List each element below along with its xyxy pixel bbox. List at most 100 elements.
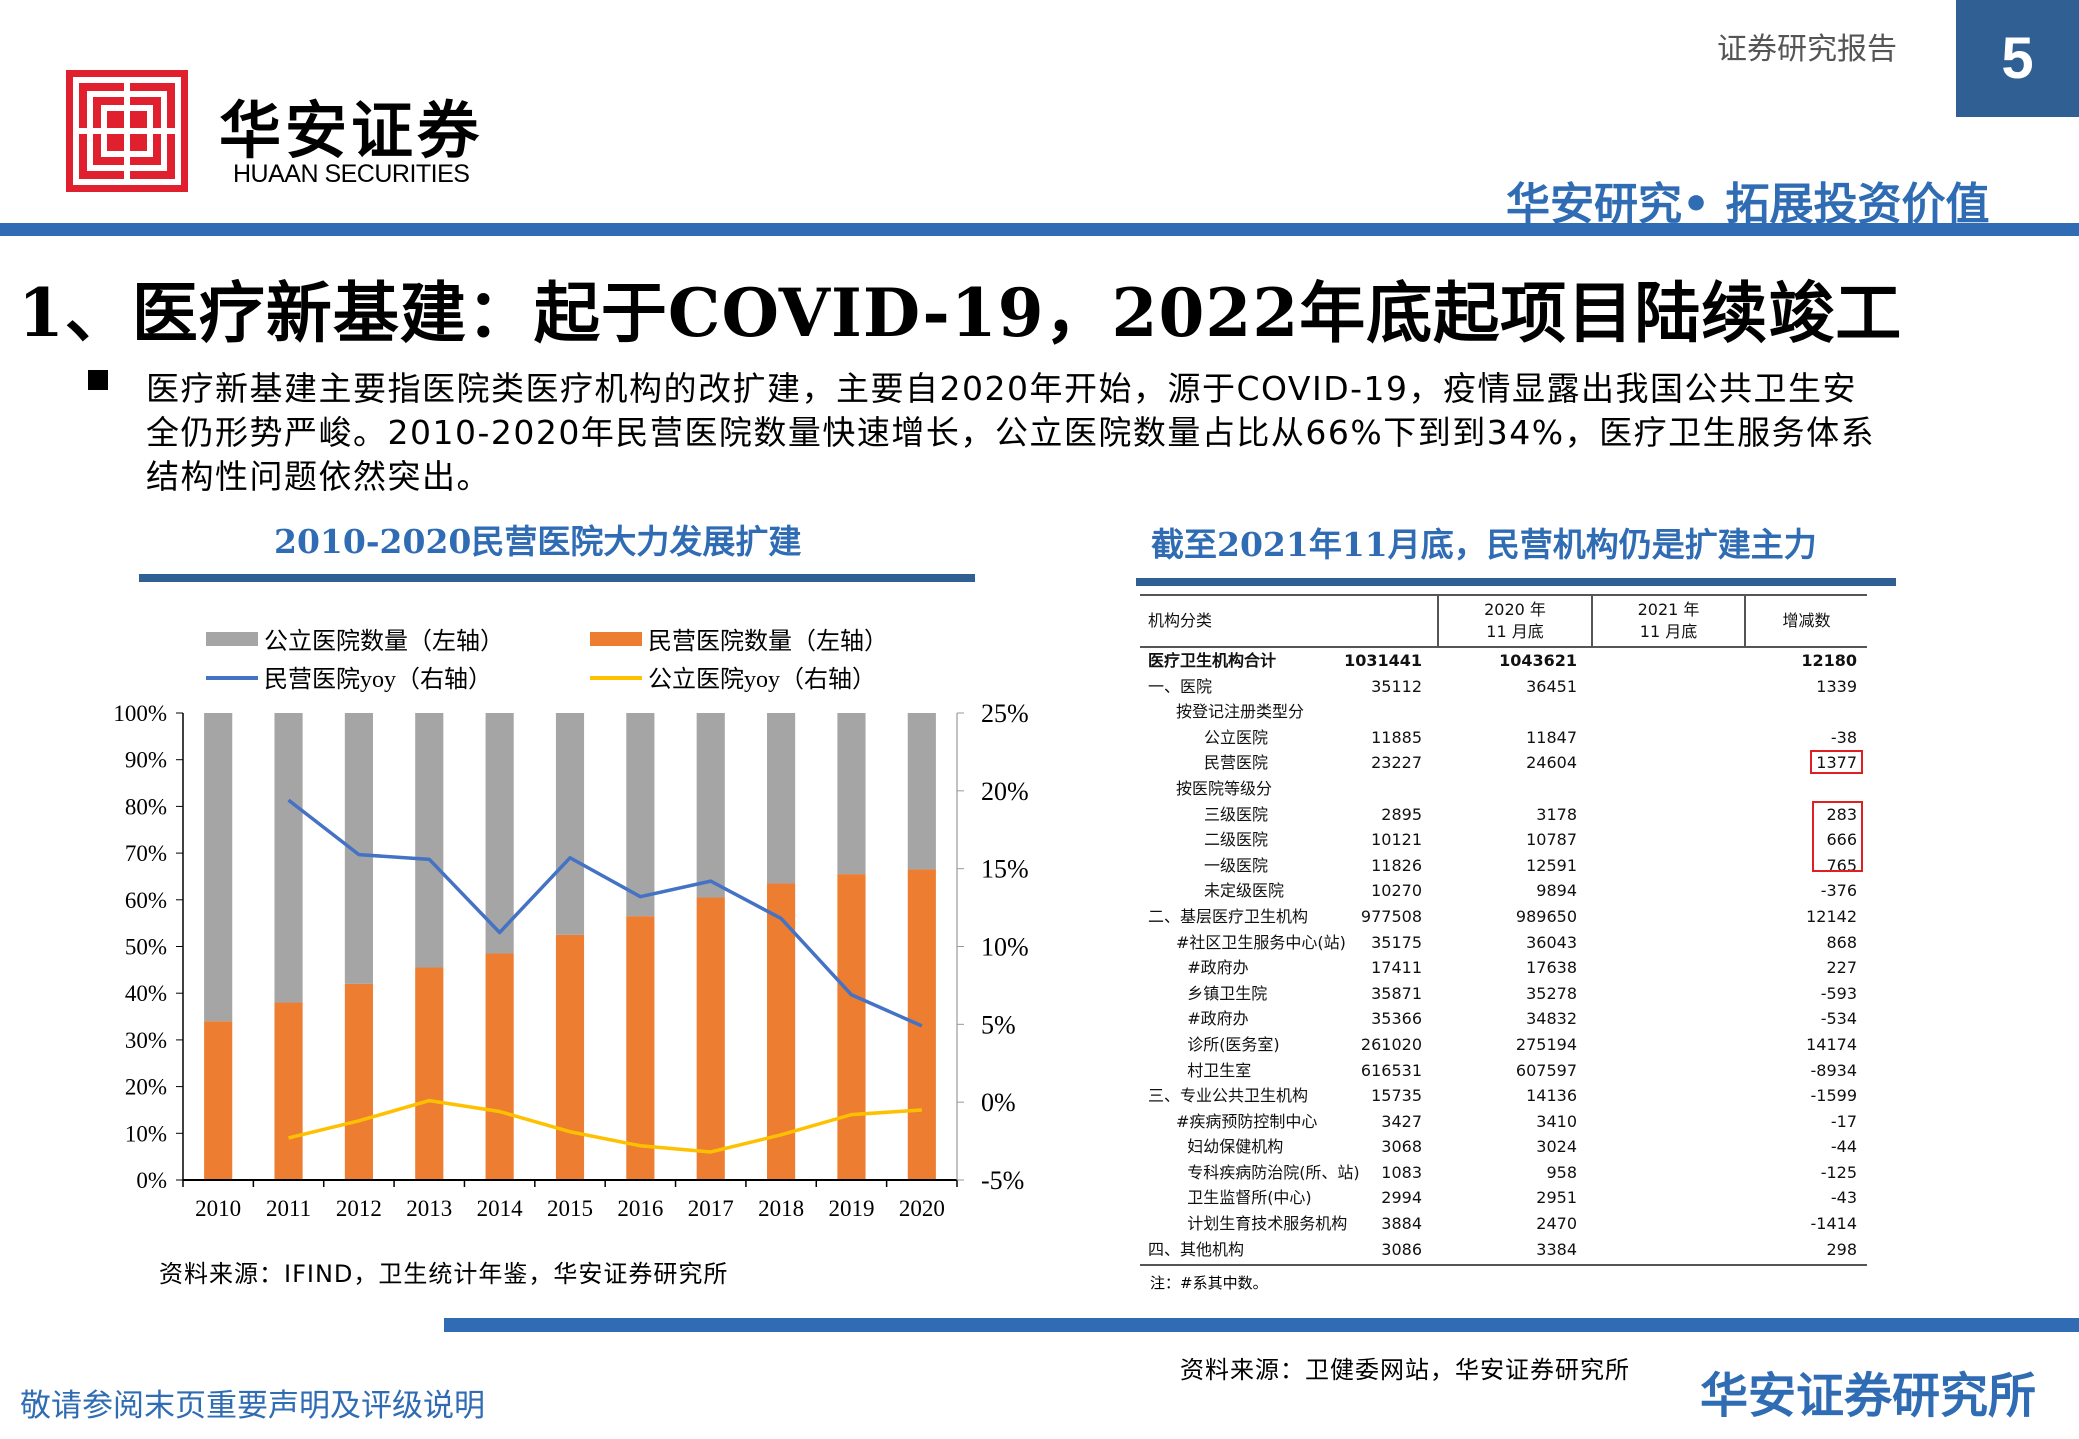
- right-tick-label: 5%: [981, 1010, 1016, 1039]
- table-row: 乡镇卫生院 35871 35278 -593: [1140, 981, 1867, 1007]
- private-bar: [555, 934, 585, 1180]
- right-source: 资料来源：卫健委网站，华安证券研究所: [1180, 1356, 1630, 1384]
- table-row: 三级医院 2895 3178 283: [1140, 802, 1867, 828]
- row-value: 12142: [1806, 906, 1857, 926]
- public-bar: [555, 713, 585, 935]
- footer-divider: [444, 1318, 2079, 1332]
- private-bar: [415, 967, 444, 1180]
- row-value: 977508: [1360, 906, 1422, 926]
- right-tick-label: -5%: [981, 1166, 1024, 1195]
- table-row: 卫生监督所(中心) 2994 2951 -43: [1140, 1185, 1867, 1211]
- row-label: 卫生监督所(中心): [1187, 1188, 1312, 1208]
- row-value: 23227: [1371, 753, 1422, 773]
- public-bar: [837, 713, 866, 875]
- row-value: 3178: [1536, 804, 1577, 824]
- header-category: 机构分类: [1148, 611, 1213, 630]
- legend-label: 公立医院yoy（右轴）: [648, 666, 876, 693]
- right-tick-label: 15%: [981, 855, 1029, 884]
- row-value: 34832: [1526, 1009, 1577, 1029]
- table-bottom-rule: [1140, 1264, 1867, 1267]
- row-value: 11885: [1371, 727, 1422, 747]
- row-label: 公立医院: [1204, 727, 1269, 747]
- private-bar: [626, 916, 655, 1180]
- x-tick-label: 2011: [266, 1196, 311, 1220]
- row-value: 36043: [1526, 932, 1577, 952]
- right-table-title: 截至2021年11月底，民营机构仍是扩建主力: [1151, 525, 1817, 564]
- row-label: 一级医院: [1204, 855, 1269, 875]
- row-value: 10787: [1526, 830, 1577, 850]
- right-tick-label: 25%: [981, 699, 1029, 728]
- row-value: 14174: [1806, 1034, 1857, 1054]
- table-row: #政府办 35366 34832 -534: [1140, 1006, 1867, 1032]
- row-value: 607597: [1515, 1060, 1577, 1080]
- table-row: 医疗卫生机构合计 1031441 1043621 12180: [1140, 648, 1867, 674]
- row-value: 2951: [1536, 1188, 1577, 1208]
- public-bar: [626, 713, 655, 917]
- page-number: 5: [1956, 0, 2079, 117]
- table-header: 机构分类 2020 年 11 月底 2021 年 11 月底 增减数: [1140, 594, 1867, 648]
- row-value: 666: [1826, 830, 1857, 850]
- row-label: 村卫生室: [1187, 1060, 1252, 1080]
- private-bar: [837, 874, 866, 1180]
- left-tick-label: 100%: [113, 701, 167, 726]
- row-value: 2895: [1381, 804, 1422, 824]
- row-label: #政府办: [1187, 1009, 1249, 1029]
- row-value: 35175: [1371, 932, 1422, 952]
- x-tick-label: 2017: [688, 1196, 734, 1220]
- footer-brand: 华安证券研究所: [1700, 1368, 2037, 1424]
- table-row: 计划生育技术服务机构 3884 2470 -1414: [1140, 1211, 1867, 1237]
- private-bar: [696, 897, 725, 1180]
- institution-table: 机构分类 2020 年 11 月底 2021 年 11 月底 增减数 医疗卫生机…: [1140, 594, 1867, 1267]
- left-title-bar: [139, 574, 975, 582]
- row-value: 10270: [1371, 881, 1422, 901]
- x-tick-label: 2020: [899, 1196, 945, 1220]
- row-value: 958: [1546, 1162, 1577, 1182]
- page-title: 1、医疗新基建：起于COVID-19，2022年底起项目陆续竣工: [18, 274, 1903, 352]
- row-value: 1377: [1816, 753, 1857, 773]
- row-label: 诊所(医务室): [1187, 1034, 1280, 1054]
- private-yoy-line: [287, 798, 923, 1028]
- public-bar: [485, 713, 514, 954]
- left-tick-label: 80%: [125, 794, 167, 819]
- row-label: 一、医院: [1148, 676, 1213, 696]
- public-bar: [274, 713, 303, 1003]
- public-yoy-line: [288, 1098, 922, 1154]
- table-row: 公立医院 11885 11847 -38: [1140, 725, 1867, 751]
- row-value: 1031441: [1344, 651, 1422, 670]
- left-tick-label: 70%: [125, 841, 167, 866]
- row-value: 14136: [1526, 1086, 1577, 1106]
- table-row: #疾病预防控制中心 3427 3410 -17: [1140, 1109, 1867, 1135]
- row-value: -17: [1830, 1111, 1857, 1131]
- private-bar: [274, 1002, 303, 1180]
- row-value: -534: [1820, 1009, 1857, 1029]
- row-value: 35278: [1526, 983, 1577, 1003]
- row-value: 1339: [1816, 676, 1857, 696]
- row-value: 35871: [1371, 983, 1422, 1003]
- private-bar: [485, 953, 514, 1180]
- brand-name-cn: 华安证券: [219, 94, 484, 167]
- left-tick-label: 20%: [125, 1075, 167, 1100]
- highlight-box: [1812, 801, 1863, 872]
- row-label: 乡镇卫生院: [1187, 983, 1268, 1003]
- row-value: 3884: [1381, 1214, 1422, 1234]
- row-value: -376: [1820, 881, 1857, 901]
- row-label: 按登记注册类型分: [1176, 702, 1305, 722]
- x-tick-label: 2014: [477, 1196, 524, 1220]
- row-value: 17638: [1526, 958, 1577, 978]
- row-value: 9894: [1536, 881, 1577, 901]
- private-bar: [204, 1021, 233, 1180]
- row-value: 3086: [1381, 1239, 1422, 1259]
- row-value: 12591: [1526, 855, 1577, 875]
- table-row: 诊所(医务室) 261020 275194 14174: [1140, 1032, 1867, 1058]
- public-bar: [204, 713, 233, 1022]
- legend-swatch: [590, 632, 642, 646]
- row-label: 医疗卫生机构合计: [1148, 651, 1277, 670]
- disclaimer: 敬请参阅末页重要声明及评级说明: [20, 1388, 485, 1424]
- x-tick-label: 2012: [336, 1196, 382, 1220]
- row-value: -8934: [1810, 1060, 1858, 1080]
- row-value: 275194: [1515, 1034, 1577, 1054]
- x-tick-label: 2015: [547, 1196, 593, 1220]
- row-label: 二、基层医疗卫生机构: [1148, 906, 1309, 926]
- left-tick-label: 50%: [125, 935, 167, 960]
- table-row: #社区卫生服务中心(站) 35175 36043 868: [1140, 930, 1867, 956]
